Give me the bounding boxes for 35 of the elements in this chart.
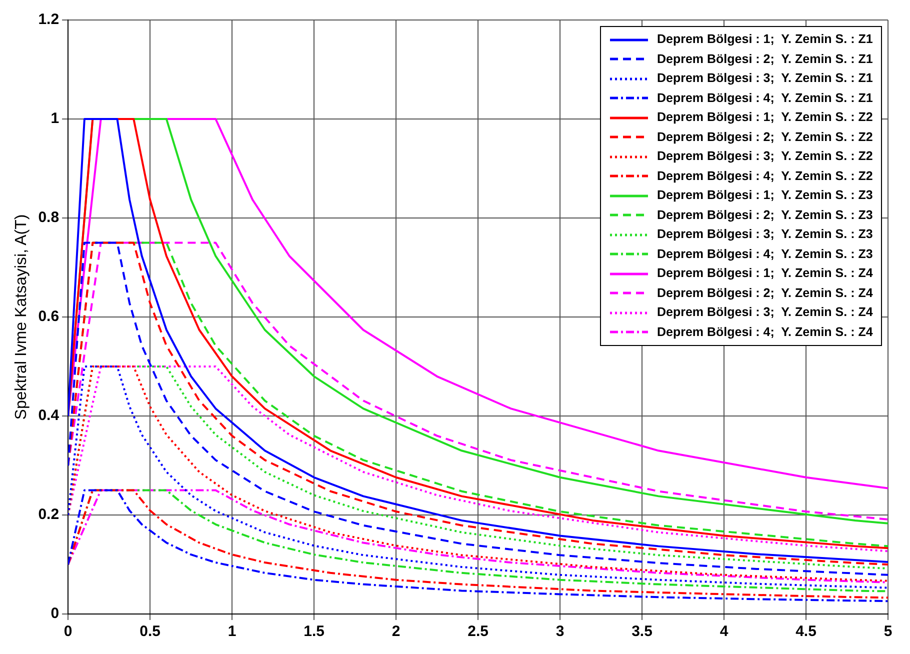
x-tick-label: 1.5 xyxy=(304,623,324,640)
legend-label: Deprem Bölgesi : 3; Y. Zemin S. : Z1 xyxy=(657,70,873,87)
legend-label: Deprem Bölgesi : 1; Y. Zemin S. : Z1 xyxy=(657,31,873,48)
x-tick-label: 3 xyxy=(556,623,564,640)
y-tick-label: 0.2 xyxy=(38,506,60,524)
y-tick-label: 0.8 xyxy=(38,209,60,226)
y-tick-label: 1 xyxy=(50,110,60,128)
y-tick-label: 1.2 xyxy=(38,11,60,28)
x-tick-label: 2 xyxy=(392,623,400,640)
legend-label: Deprem Bölgesi : 3; Y. Zemin S. : Z4 xyxy=(657,304,873,321)
y-tick-label: 0 xyxy=(50,605,60,622)
legend-label: Deprem Bölgesi : 1; Y. Zemin S. : Z4 xyxy=(657,265,873,282)
x-tick-label: 0 xyxy=(64,623,72,640)
legend-label: Deprem Bölgesi : 4; Y. Zemin S. : Z3 xyxy=(657,246,873,263)
y-tick-label: 0.6 xyxy=(38,308,60,326)
legend-label: Deprem Bölgesi : 2; Y. Zemin S. : Z3 xyxy=(657,206,873,224)
legend-label: Deprem Bölgesi : 1; Y. Zemin S. : Z2 xyxy=(657,109,873,126)
legend-label: Deprem Bölgesi : 4; Y. Zemin S. : Z1 xyxy=(657,90,873,107)
x-tick-label: 2.5 xyxy=(468,623,488,640)
legend-label: Deprem Bölgesi : 4; Y. Zemin S. : Z4 xyxy=(657,324,873,341)
legend-label: Deprem Bölgesi : 4; Y. Zemin S. : Z2 xyxy=(657,168,873,185)
x-tick-label: 4.5 xyxy=(796,623,816,640)
legend-label: Deprem Bölgesi : 3; Y. Zemin S. : Z3 xyxy=(657,226,873,243)
y-axis-title: Spektral Ivme Katsayisi, A(T) xyxy=(13,214,30,420)
x-tick-label: 1 xyxy=(228,623,236,640)
x-tick-label: 0.5 xyxy=(140,623,160,640)
y-tick-label: 0.4 xyxy=(38,407,60,424)
x-tick-label: 5 xyxy=(884,623,892,640)
x-tick-label: 4 xyxy=(720,623,729,640)
x-tick-label: 3.5 xyxy=(632,623,652,640)
legend-label: Deprem Bölgesi : 2; Y. Zemin S. : Z4 xyxy=(657,284,873,302)
legend-label: Deprem Bölgesi : 2; Y. Zemin S. : Z1 xyxy=(657,50,873,68)
legend-label: Deprem Bölgesi : 2; Y. Zemin S. : Z2 xyxy=(657,128,873,146)
legend-label: Deprem Bölgesi : 1; Y. Zemin S. : Z3 xyxy=(657,187,873,204)
legend-label: Deprem Bölgesi : 3; Y. Zemin S. : Z2 xyxy=(657,148,873,165)
